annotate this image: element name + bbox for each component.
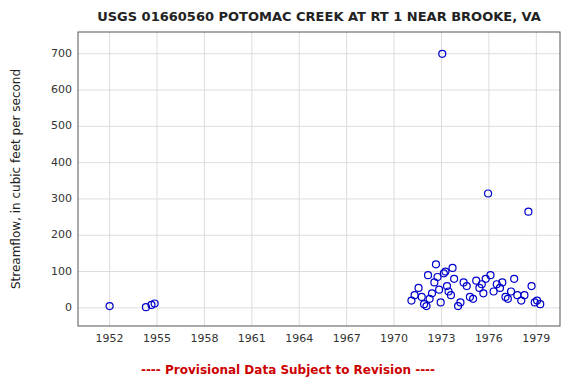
grid-line bbox=[394, 32, 395, 326]
point bbox=[439, 50, 446, 57]
grid-line bbox=[78, 126, 560, 127]
y-tick-label: 300 bbox=[51, 192, 72, 205]
grid-line bbox=[78, 235, 560, 236]
grid-line bbox=[299, 32, 300, 326]
annotation: ---- Provisional Data Subject to Revisio… bbox=[141, 363, 435, 377]
grid-line bbox=[346, 32, 347, 326]
point bbox=[437, 299, 444, 306]
x-tick-label: 1979 bbox=[522, 332, 550, 345]
point bbox=[151, 300, 158, 307]
grid-line bbox=[204, 32, 205, 326]
point bbox=[418, 293, 425, 300]
point bbox=[415, 284, 422, 291]
plot-frame bbox=[78, 32, 560, 326]
point bbox=[411, 292, 418, 299]
x-tick-label: 1964 bbox=[285, 332, 313, 345]
plot-background bbox=[78, 32, 560, 326]
point bbox=[449, 264, 456, 271]
grid-line bbox=[78, 53, 560, 54]
point bbox=[499, 279, 506, 286]
x-tick-label: 1961 bbox=[238, 332, 266, 345]
point bbox=[480, 290, 487, 297]
x-tick-label: 1967 bbox=[333, 332, 361, 345]
points bbox=[106, 50, 544, 310]
point bbox=[106, 303, 113, 310]
point bbox=[485, 190, 492, 197]
grid-line bbox=[536, 32, 537, 326]
grid-line bbox=[109, 32, 110, 326]
y-tick-label: 0 bbox=[65, 301, 72, 314]
y-tick-label: 100 bbox=[51, 265, 72, 278]
point bbox=[463, 283, 470, 290]
point bbox=[423, 303, 430, 310]
point bbox=[521, 292, 528, 299]
grid-line bbox=[488, 32, 489, 326]
point bbox=[482, 275, 489, 282]
x-tick-label: 1955 bbox=[143, 332, 171, 345]
point bbox=[470, 295, 477, 302]
y-tick-label: 400 bbox=[51, 156, 72, 169]
point bbox=[428, 290, 435, 297]
grid-line bbox=[78, 90, 560, 91]
x-tick-label: 1970 bbox=[380, 332, 408, 345]
point bbox=[425, 272, 432, 279]
point bbox=[436, 286, 443, 293]
point bbox=[457, 299, 464, 306]
x-tick-label: 1976 bbox=[475, 332, 503, 345]
point bbox=[528, 283, 535, 290]
point bbox=[487, 272, 494, 279]
y-tick-label: 600 bbox=[51, 83, 72, 96]
x-tick-label: 1973 bbox=[427, 332, 455, 345]
grid-line bbox=[78, 198, 560, 199]
point bbox=[504, 295, 511, 302]
y-axis-label: Streamflow, in cubic feet per second bbox=[9, 69, 23, 289]
title: USGS 01660560 POTOMAC CREEK AT RT 1 NEAR… bbox=[97, 9, 541, 24]
grid-line bbox=[251, 32, 252, 326]
point bbox=[525, 208, 532, 215]
point bbox=[537, 301, 544, 308]
point bbox=[451, 275, 458, 282]
x-tick-label: 1952 bbox=[96, 332, 124, 345]
point bbox=[511, 275, 518, 282]
point bbox=[442, 268, 449, 275]
y-tick-label: 700 bbox=[51, 47, 72, 60]
grid-line bbox=[78, 271, 560, 272]
grid-line bbox=[78, 162, 560, 163]
y-tick-label: 200 bbox=[51, 228, 72, 241]
x-tick-label: 1958 bbox=[190, 332, 218, 345]
grid-line bbox=[441, 32, 442, 326]
grid-line bbox=[157, 32, 158, 326]
chart: 0 100 200 300 400 500 600 700 1952 1955 1958 1961 19… bbox=[0, 0, 576, 384]
y-tick-label: 500 bbox=[51, 119, 72, 132]
grid bbox=[78, 32, 560, 326]
point bbox=[432, 261, 439, 268]
point bbox=[447, 292, 454, 299]
